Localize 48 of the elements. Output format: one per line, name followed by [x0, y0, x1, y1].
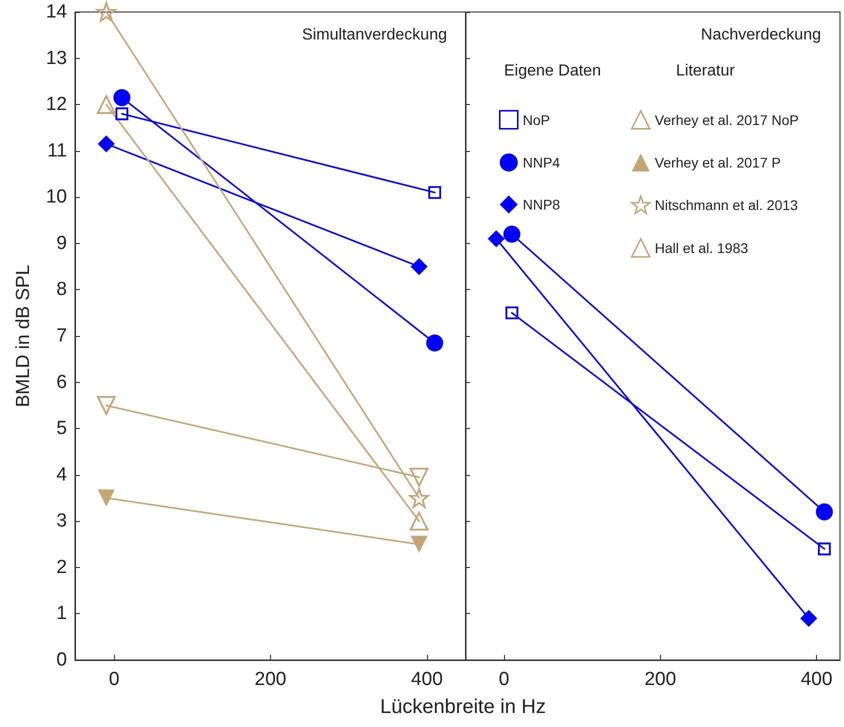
y-tick-label: 1 [56, 603, 67, 624]
y-tick-label: 10 [46, 186, 67, 208]
x-tick-label: 400 [411, 669, 443, 690]
y-tick-label: 3 [56, 510, 67, 532]
y-tick-label: 13 [46, 48, 67, 69]
y-tick-label: 9 [56, 232, 67, 254]
x-tick-label: 400 [800, 669, 832, 690]
text: Simultanverdeckung [302, 26, 447, 44]
y-tick-label: 2 [56, 556, 67, 578]
x-tick-label: 200 [254, 669, 286, 690]
y-tick-label: 11 [47, 140, 67, 162]
legend-label: Hall et al. 1983 [654, 240, 748, 256]
x-tick-label: 200 [644, 669, 676, 690]
point [818, 542, 831, 556]
y-tick-label: 5 [56, 418, 67, 440]
y-tick-label: 0 [56, 650, 67, 670]
y-axis-title: BMLD in dB SPL [13, 264, 34, 408]
point [503, 226, 520, 243]
y-tick-label: 14 [46, 2, 68, 22]
annotation: Eigene Daten [504, 62, 601, 80]
point [505, 306, 518, 320]
legend-label: NoP [522, 112, 550, 128]
point [96, 2, 116, 22]
point [488, 230, 505, 248]
annotation: Literatur [676, 62, 736, 80]
y-tick-label: 7 [56, 326, 67, 346]
point [800, 610, 818, 627]
point [426, 334, 444, 352]
y-tick-label: 12 [46, 94, 67, 116]
y-tick-label: 8 [56, 279, 67, 300]
legend-label: NNP4 [522, 154, 560, 170]
point [116, 107, 128, 120]
point [113, 89, 130, 106]
point [98, 135, 115, 152]
x-tick-label: 0 [498, 669, 510, 690]
y-tick-label: 4 [56, 464, 68, 486]
text: Nachverdeckung [700, 26, 822, 44]
legend-label: NNP8 [522, 196, 560, 212]
point [428, 186, 442, 199]
point [410, 258, 428, 276]
x-tick-label: 0 [108, 669, 120, 690]
point [816, 503, 833, 520]
point [409, 488, 429, 508]
x-axis-title: Lückenbreite in Hz [379, 696, 547, 719]
legend-label: Verhey et al. 2017 NoP [654, 112, 799, 128]
legend-label: Verhey et al. 2017 P [654, 154, 781, 170]
y-tick-label: 6 [56, 372, 67, 393]
legend-label: Nitschmann et al. 2013 [654, 196, 798, 213]
